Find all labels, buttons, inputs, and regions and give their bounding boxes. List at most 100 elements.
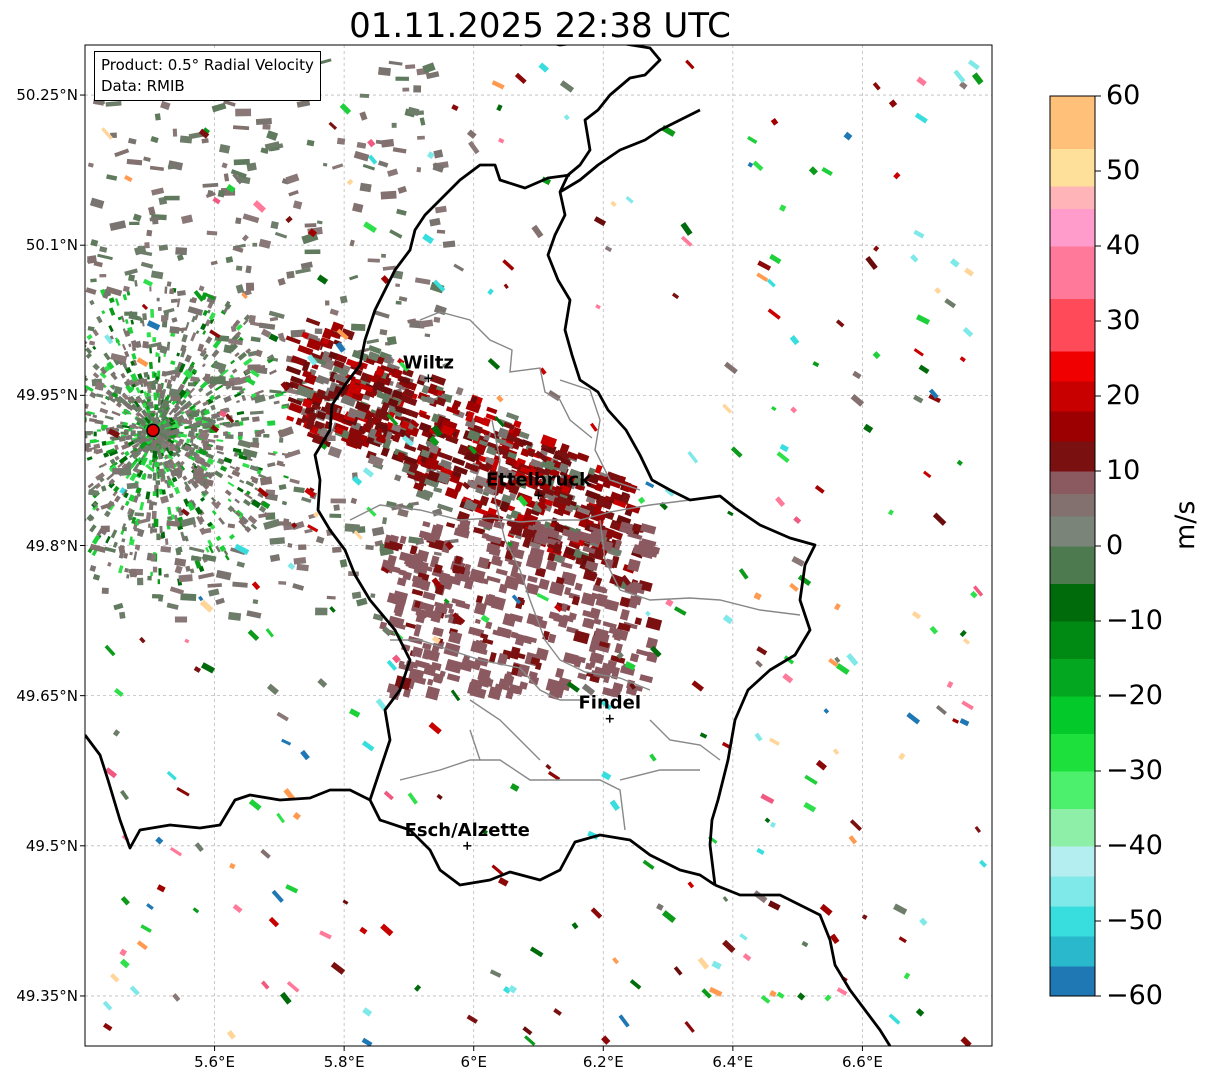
radar-echo <box>74 506 82 513</box>
radar-echo <box>201 472 215 478</box>
radar-echo <box>157 579 161 585</box>
radar-echo <box>223 344 233 354</box>
radar-echo <box>46 438 55 441</box>
radar-echo <box>782 673 794 684</box>
radar-echo <box>219 143 231 154</box>
radar-echo <box>206 521 213 528</box>
radar-echo <box>232 125 250 131</box>
radar-echo <box>178 363 186 373</box>
radar-echo <box>505 457 519 467</box>
radar-echo <box>295 384 313 399</box>
radar-echo <box>429 374 447 386</box>
radar-echo <box>944 298 957 309</box>
radar-echo <box>148 459 153 466</box>
radar-echo <box>582 545 596 554</box>
radar-echo <box>60 443 65 448</box>
radar-echo <box>152 337 157 343</box>
radar-echo <box>155 480 161 485</box>
radar-echo <box>558 484 571 494</box>
lat-tick-label: 49.8°N <box>25 536 78 555</box>
radar-echo <box>247 629 260 641</box>
canton-boundaries <box>349 311 801 831</box>
radar-echo <box>399 551 416 564</box>
radar-echo <box>149 216 160 222</box>
radar-echo <box>168 388 180 398</box>
radar-echo <box>155 836 164 845</box>
radar-echo <box>436 229 446 234</box>
radar-echo <box>86 410 95 415</box>
radar-echo <box>234 392 242 398</box>
radar-echo <box>157 397 161 406</box>
radar-echo <box>237 439 252 449</box>
radar-echo <box>34 438 40 441</box>
radar-echo <box>202 553 217 563</box>
radar-echo <box>161 489 166 495</box>
radar-echo <box>403 388 415 398</box>
radar-echo <box>32 443 39 447</box>
radar-echo <box>170 469 183 477</box>
radar-echo <box>159 525 163 534</box>
radar-echo <box>603 671 611 684</box>
radar-echo <box>742 953 752 962</box>
radar-echo <box>247 515 258 525</box>
radar-echo <box>588 572 598 580</box>
radar-echo <box>554 603 563 613</box>
radar-echo <box>453 399 462 407</box>
radar-echo <box>255 117 272 125</box>
radar-echo <box>422 62 436 74</box>
radar-echo <box>285 173 300 185</box>
radar-echo <box>440 424 455 437</box>
radar-echo <box>85 352 92 359</box>
radar-echo <box>61 524 70 533</box>
radar-echo <box>127 137 137 145</box>
radar-echo <box>399 361 409 372</box>
radar-echo <box>590 907 603 919</box>
radar-echo <box>191 480 200 489</box>
radar-echo <box>959 356 966 363</box>
radar-echo <box>594 464 603 475</box>
radar-echo <box>133 400 140 408</box>
radar-echo <box>399 535 407 545</box>
radar-echo <box>970 590 978 599</box>
radar-echo <box>454 555 463 565</box>
radar-echo <box>202 182 219 188</box>
radar-echo <box>486 543 499 551</box>
radar-echo <box>409 545 418 555</box>
radar-echo <box>481 417 491 427</box>
radar-echo <box>566 681 580 693</box>
radar-echo <box>361 1037 373 1046</box>
radar-echo <box>130 373 138 382</box>
radar-echo <box>191 315 196 323</box>
radar-echo <box>498 877 509 887</box>
radar-echo <box>60 356 66 361</box>
radar-echo <box>225 413 235 424</box>
radar-echo <box>208 545 214 554</box>
radar-echo <box>407 792 418 805</box>
radar-echo <box>143 452 148 457</box>
radar-echo <box>315 388 326 400</box>
radar-echo <box>406 502 414 510</box>
colorbar-segment <box>1050 441 1095 472</box>
radar-echo <box>315 607 328 616</box>
radar-echo <box>189 361 196 368</box>
radar-echo <box>395 283 401 288</box>
radar-echo <box>176 440 183 447</box>
radar-echo <box>722 614 734 625</box>
radar-echo <box>42 497 50 504</box>
radar-echo <box>215 597 225 606</box>
radar-echo <box>391 122 397 128</box>
radar-echo <box>52 463 61 468</box>
radar-echo <box>104 334 114 345</box>
radar-echo <box>394 607 404 618</box>
radar-echo <box>120 372 126 379</box>
radar-echo <box>466 1014 478 1024</box>
radar-echo <box>156 297 160 302</box>
radar-echo <box>450 689 461 702</box>
radar-echo <box>585 618 594 628</box>
radar-echo <box>414 984 422 992</box>
radar-echo <box>88 489 99 497</box>
radar-echo <box>649 753 657 762</box>
radar-echo <box>133 495 139 503</box>
radar-echo <box>99 246 108 253</box>
radar-echo <box>131 443 139 450</box>
